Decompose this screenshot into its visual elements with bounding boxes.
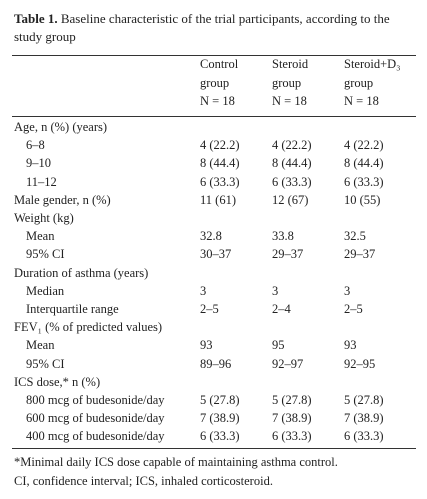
cell: 2–4 bbox=[272, 302, 291, 316]
cell: 92–97 bbox=[272, 356, 304, 371]
column-header: N = 18 bbox=[344, 94, 379, 108]
cell: 95 bbox=[272, 338, 285, 353]
cell: 29–37 bbox=[272, 247, 304, 262]
cell: 33.8 bbox=[272, 229, 294, 244]
cell: 30–37 bbox=[200, 247, 232, 262]
cell: 6 (33.3) bbox=[272, 174, 312, 189]
cell: 32.8 bbox=[200, 229, 222, 244]
cell: 5 (27.8) bbox=[272, 393, 312, 407]
row-label: 6–8 bbox=[26, 138, 45, 153]
cell: 11 (61) bbox=[200, 192, 236, 207]
column-header: N = 18 bbox=[200, 94, 235, 108]
row-label: 11–12 bbox=[26, 174, 57, 189]
bottom-rule bbox=[12, 448, 416, 449]
row-label: 400 mcg of budesonide/day bbox=[26, 429, 165, 444]
cell: 10 (55) bbox=[344, 192, 381, 207]
row-label: 9–10 bbox=[26, 156, 51, 171]
section-label: Male gender, n (%) bbox=[14, 192, 111, 207]
row-label: 95% CI bbox=[26, 247, 65, 262]
cell: 6 (33.3) bbox=[344, 429, 384, 444]
cell: 6 (33.3) bbox=[200, 429, 240, 444]
cell: 5 (27.8) bbox=[200, 393, 240, 407]
caption: Table 1. Baseline characteristic of the … bbox=[14, 10, 414, 46]
column-header: Steroid+D₃ bbox=[344, 57, 401, 71]
section-label: Age, n (%) (years) bbox=[14, 120, 108, 134]
section-label: FEV₁ (% of predicted values) bbox=[14, 320, 163, 335]
header-rule bbox=[12, 116, 416, 117]
cell: 3 bbox=[272, 283, 279, 298]
cell: 32.5 bbox=[344, 229, 366, 244]
section-label: ICS dose,* n (%) bbox=[14, 374, 101, 389]
column-header: N = 18 bbox=[272, 94, 307, 108]
column-header: group bbox=[200, 75, 230, 90]
cell: 7 (38.9) bbox=[272, 411, 312, 426]
caption-text: Baseline characteristic of the trial par… bbox=[14, 11, 390, 44]
column-header: group bbox=[272, 75, 302, 90]
cell: 4 (22.2) bbox=[272, 138, 312, 153]
cell: 8 (44.4) bbox=[200, 156, 240, 171]
cell: 3 bbox=[344, 283, 351, 298]
column-header: group bbox=[344, 75, 374, 90]
cell: 6 (33.3) bbox=[344, 174, 384, 189]
cell: 7 (38.9) bbox=[344, 411, 384, 426]
row-label: 600 mcg of budesonide/day bbox=[26, 411, 165, 426]
cell: 7 (38.9) bbox=[200, 411, 240, 426]
section-label: Duration of asthma (years) bbox=[14, 265, 149, 280]
row-label: Interquartile range bbox=[26, 302, 119, 316]
cell: 4 (22.2) bbox=[200, 138, 240, 153]
cell: 6 (33.3) bbox=[200, 174, 240, 189]
cell: 29–37 bbox=[344, 247, 376, 262]
caption-label: Table 1. bbox=[14, 11, 58, 26]
cell: 92–95 bbox=[344, 356, 376, 371]
cell: 3 bbox=[200, 283, 207, 298]
footnote: CI, confidence interval; ICS, inhaled co… bbox=[14, 474, 273, 488]
row-label: 800 mcg of budesonide/day bbox=[26, 393, 165, 407]
column-header: Control bbox=[200, 57, 239, 71]
cell: 8 (44.4) bbox=[272, 156, 312, 171]
cell: 6 (33.3) bbox=[272, 429, 312, 444]
row-label: 95% CI bbox=[26, 356, 65, 371]
section-label: Weight (kg) bbox=[14, 211, 74, 225]
cell: 12 (67) bbox=[272, 192, 309, 207]
cell: 5 (27.8) bbox=[344, 393, 384, 407]
cell: 2–5 bbox=[344, 302, 363, 316]
row-label: Mean bbox=[26, 338, 55, 353]
row-label: Median bbox=[26, 283, 65, 298]
cell: 89–96 bbox=[200, 356, 232, 371]
cell: 8 (44.4) bbox=[344, 156, 384, 171]
footnote: *Minimal daily ICS dose capable of maint… bbox=[14, 455, 338, 469]
cell: 93 bbox=[200, 338, 213, 353]
cell: 93 bbox=[344, 338, 357, 353]
cell: 2–5 bbox=[200, 302, 219, 316]
row-label: Mean bbox=[26, 229, 55, 244]
cell: 4 (22.2) bbox=[344, 138, 384, 153]
column-header: Steroid bbox=[272, 57, 309, 71]
top-rule bbox=[12, 55, 416, 56]
